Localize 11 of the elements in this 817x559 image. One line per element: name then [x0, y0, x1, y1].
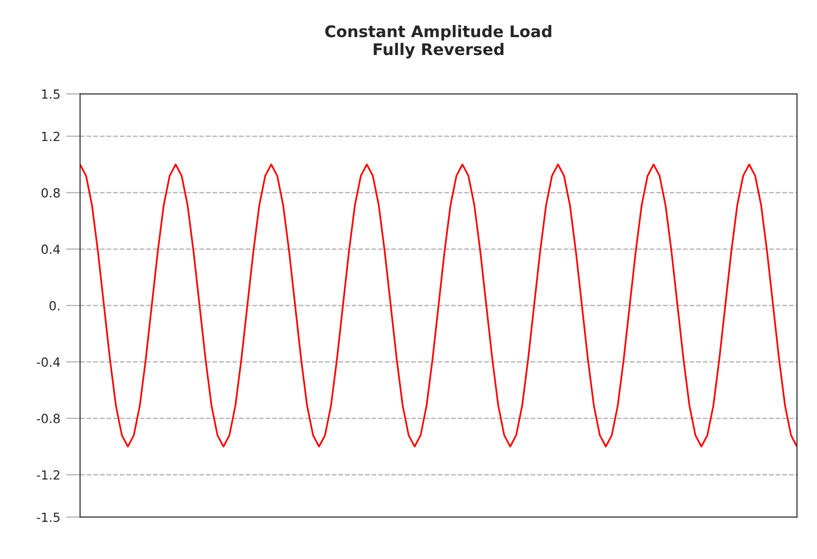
- y-tick-label: -0.4: [36, 357, 60, 367]
- y-tick-label: -1.5: [36, 512, 60, 522]
- chart-title: Constant Amplitude Load Fully Reversed: [325, 25, 552, 58]
- y-tick-label: 0.4: [42, 244, 60, 254]
- y-tick-label: 0.8: [42, 188, 60, 198]
- y-tick-label: -1.2: [36, 470, 60, 480]
- y-tick-label: 1.5: [42, 90, 60, 99]
- y-tick-label: -0.8: [36, 414, 60, 424]
- y-tick-label: 0.: [50, 300, 60, 310]
- y-tick-label: 1.2: [42, 132, 60, 141]
- line-series: [80, 164, 797, 448]
